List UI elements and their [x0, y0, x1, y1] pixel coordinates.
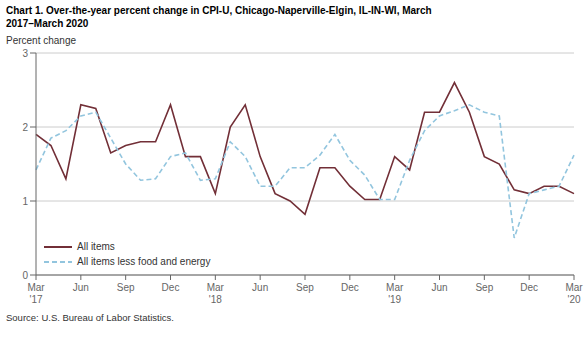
html-text:Source: U.S. Bureau of Labor S: Source: U.S. Bureau of Labor Statistics.: [6, 312, 174, 323]
html-text:All items less food and energy: All items less food and energy: [77, 256, 211, 267]
svg-text:Mar'19: Mar'19: [386, 282, 404, 305]
svg-text:Mar'20: Mar'20: [565, 282, 580, 305]
svg-text:Sep: Sep: [296, 282, 314, 293]
html-text:All items: All items: [77, 241, 115, 252]
svg-text:Dec: Dec: [162, 282, 180, 293]
html-text:Percent change: Percent change: [6, 35, 77, 46]
svg-text:Jun: Jun: [252, 282, 268, 293]
svg-text:Mar'18: Mar'18: [207, 282, 225, 305]
svg-text:0: 0: [22, 270, 28, 281]
svg-text:Sep: Sep: [117, 282, 135, 293]
svg-text:Dec: Dec: [520, 282, 538, 293]
svg-text:Sep: Sep: [475, 282, 493, 293]
svg-text:Dec: Dec: [341, 282, 359, 293]
svg-text:1: 1: [22, 196, 28, 207]
svg-text:2: 2: [22, 122, 28, 133]
html-text:2017–March 2020: 2017–March 2020: [6, 18, 89, 29]
svg-text:Jun: Jun: [431, 282, 447, 293]
svg-text:Mar'17: Mar'17: [27, 282, 45, 305]
html-text:Chart 1. Over-the-year percent: Chart 1. Over-the-year percent change in…: [6, 5, 432, 16]
svg-text:3: 3: [22, 48, 28, 59]
svg-text:Jun: Jun: [73, 282, 89, 293]
